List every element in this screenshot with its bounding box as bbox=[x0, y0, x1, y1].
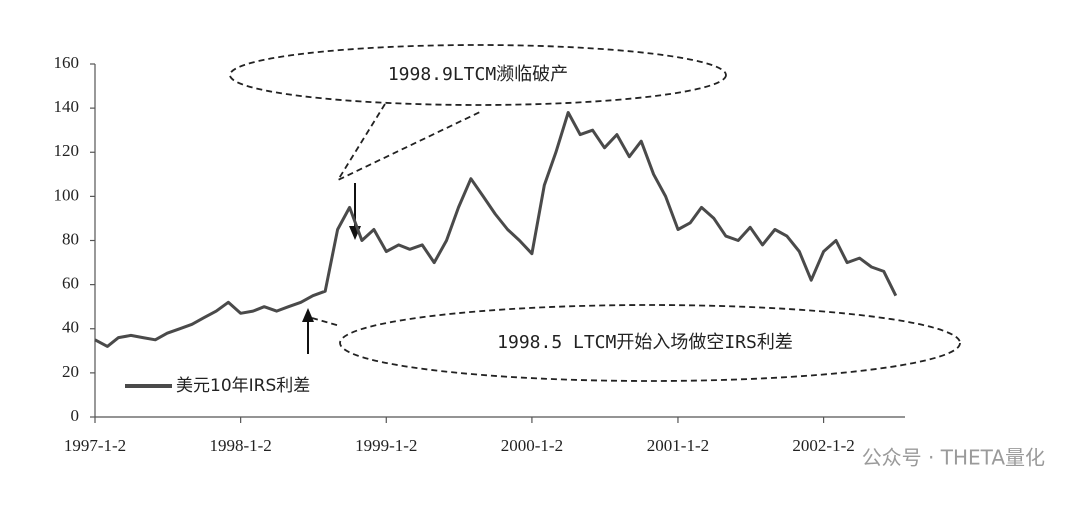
arrow-head bbox=[302, 308, 314, 322]
y-tick-label: 160 bbox=[54, 53, 80, 72]
y-tick-label: 60 bbox=[62, 274, 79, 293]
x-tick-label: 2001-1-2 bbox=[647, 436, 709, 455]
legend-label: 美元10年IRS利差 bbox=[176, 376, 310, 396]
y-tick-label: 0 bbox=[71, 406, 80, 425]
x-tick-label: 1998-1-2 bbox=[209, 436, 271, 455]
x-tick-label: 1997-1-2 bbox=[64, 436, 126, 455]
y-tick-label: 140 bbox=[54, 97, 80, 116]
annotation: 1998.5 LTCM开始入场做空IRS利差 bbox=[497, 332, 793, 353]
x-tick-label: 2002-1-2 bbox=[792, 436, 854, 455]
y-tick-label: 100 bbox=[54, 185, 80, 204]
callout-pointer bbox=[311, 317, 341, 327]
x-tick-label: 2000-1-2 bbox=[501, 436, 563, 455]
callout-pointer bbox=[335, 103, 481, 183]
data-line bbox=[94, 111, 898, 348]
watermark: 公众号 · THETA量化 bbox=[862, 446, 1045, 470]
x-tick-label: 1999-1-2 bbox=[355, 436, 417, 455]
y-tick-label: 40 bbox=[62, 318, 79, 337]
callout-bubble bbox=[229, 44, 727, 106]
annotation: 1998.9LTCM濒临破产 bbox=[388, 64, 568, 85]
y-tick-label: 20 bbox=[62, 362, 79, 381]
y-tick-label: 120 bbox=[54, 141, 80, 160]
callout-bubble bbox=[339, 304, 961, 382]
y-tick-label: 80 bbox=[62, 229, 79, 248]
